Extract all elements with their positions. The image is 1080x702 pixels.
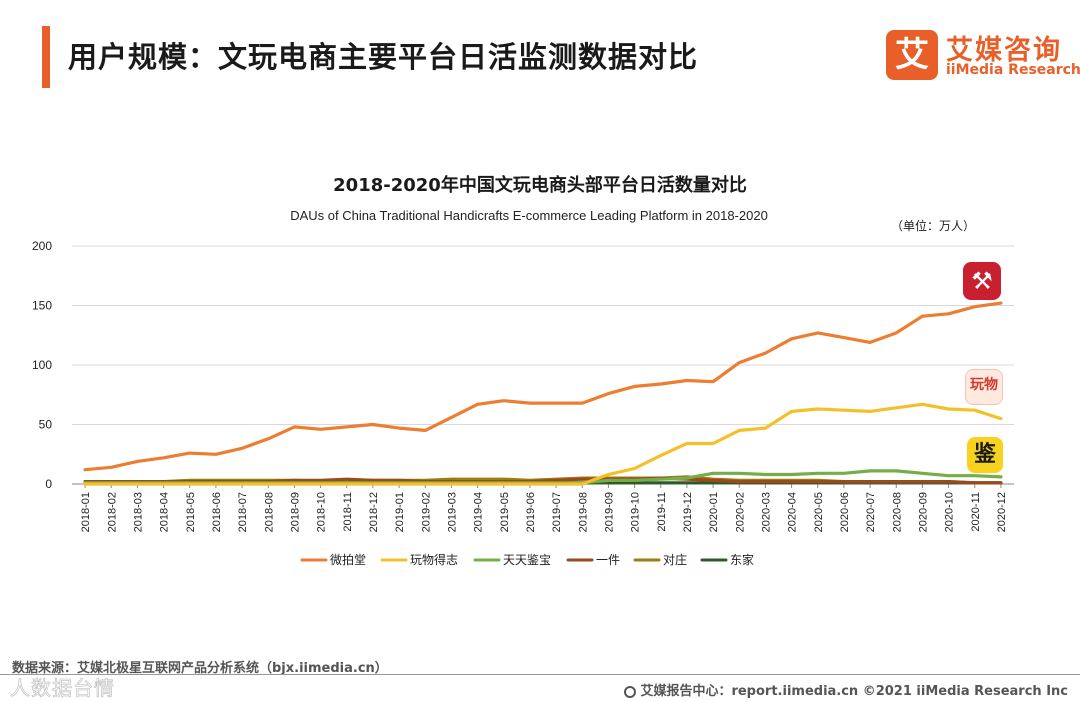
y-tick-label: 50 — [39, 418, 53, 432]
wanwu-text-icon: 玩物 — [970, 377, 998, 393]
weipaitang-logo-icon: ⚒ — [963, 262, 1001, 300]
watermark: 人数据台情 — [10, 676, 115, 701]
x-tick-label: 2019-09 — [603, 492, 615, 532]
page-title: 用户规模：文玩电商主要平台日活监测数据对比 — [68, 40, 699, 74]
tiantianjianbao-logo-icon: 鉴 — [967, 437, 1003, 473]
x-tick-label: 2019-02 — [420, 492, 432, 532]
legend-item: 一件 — [566, 553, 620, 567]
x-tick-label: 2019-11 — [656, 492, 668, 532]
legend-item: 微拍堂 — [300, 552, 366, 567]
footer-report: 艾媒报告中心：report.iimedia.cn ©2021 iiMedia R… — [624, 680, 1068, 699]
unit-label: （单位：万人） — [891, 218, 975, 233]
x-tick-label: 2020-11 — [970, 492, 982, 532]
y-tick-label: 200 — [32, 239, 52, 253]
brand-block: 艾 艾媒咨询 iiMedia Research — [886, 28, 1080, 84]
x-tick-label: 2020-09 — [917, 492, 929, 532]
globe-icon — [624, 686, 637, 698]
x-tick-label: 2018-11 — [342, 492, 354, 532]
legend-label: 玩物得志 — [410, 552, 458, 567]
legend-label: 微拍堂 — [330, 552, 366, 567]
x-tick-label: 2018-09 — [289, 492, 301, 532]
legend-item: 玩物得志 — [380, 552, 458, 567]
y-tick-label: 100 — [32, 358, 52, 372]
x-tick-label: 2018-10 — [316, 492, 328, 532]
chart-subtitle: DAUs of China Traditional Handicrafts E-… — [290, 208, 768, 223]
legend-item: 天天鉴宝 — [473, 553, 551, 567]
y-tick-label: 0 — [45, 477, 52, 491]
x-tick-label: 2020-01 — [708, 492, 720, 532]
x-tick-label: 2020-05 — [813, 492, 825, 532]
x-tick-label: 2020-10 — [944, 492, 956, 532]
x-tick-label: 2018-03 — [132, 492, 144, 532]
y-tick-label: 150 — [32, 299, 52, 313]
x-tick-label: 2019-04 — [473, 492, 485, 532]
series-layer — [83, 301, 1003, 486]
series-line-玩物得志 — [83, 402, 1003, 486]
title-accent-bar — [42, 26, 50, 88]
x-tick-label: 2018-08 — [263, 492, 275, 532]
x-tick-label: 2020-06 — [839, 492, 851, 532]
footer-report-text: 艾媒报告中心：report.iimedia.cn ©2021 iiMedia R… — [640, 684, 1068, 699]
legend-item: 东家 — [700, 552, 754, 567]
legend-label: 一件 — [596, 553, 620, 567]
jian-char-icon: 鉴 — [973, 442, 996, 467]
x-tick-label: 2018-04 — [159, 492, 171, 532]
x-tick-label: 2020-08 — [891, 492, 903, 532]
x-tick-label: 2018-02 — [106, 492, 118, 532]
brand-name-en: iiMedia Research — [946, 62, 1080, 78]
x-tick-label: 2019-01 — [394, 492, 406, 532]
chart-title: 2018-2020年中国文玩电商头部平台日活数量对比 — [333, 174, 747, 196]
x-tick-label: 2019-03 — [446, 492, 458, 532]
x-tick-label: 2018-07 — [237, 492, 249, 532]
footer-divider — [0, 674, 1080, 675]
x-tick-label: 2018-12 — [368, 492, 380, 532]
series-line-微拍堂 — [83, 301, 1003, 472]
brand-name-cn: 艾媒咨询 — [946, 35, 1062, 66]
x-tick-label: 2018-06 — [211, 492, 223, 532]
x-axis: 2018-01 2018-02 2018-03 2018-04 2018-05 2018-… — [80, 484, 1008, 532]
brand-logo-icon: 艾 — [886, 30, 938, 80]
legend-item: 对庄 — [633, 552, 687, 567]
legend-label: 天天鉴宝 — [503, 553, 551, 567]
line-chart: 2018-2020年中国文玩电商头部平台日活数量对比 DAUs of China… — [32, 174, 1014, 567]
x-tick-label: 2020-04 — [787, 492, 799, 532]
x-tick-label: 2019-10 — [630, 492, 642, 532]
y-axis: 0 50 100 150 200 — [32, 239, 52, 491]
grid-layer — [72, 245, 1014, 485]
x-tick-label: 2019-05 — [499, 492, 511, 532]
x-tick-label: 2020-12 — [996, 492, 1008, 532]
x-tick-label: 2019-08 — [577, 492, 589, 532]
x-tick-label: 2019-07 — [551, 492, 563, 532]
x-tick-label: 2020-07 — [865, 492, 877, 532]
data-source: 数据来源：艾媒北极星互联网产品分析系统（bjx.iimedia.cn） — [12, 661, 388, 676]
x-tick-label: 2020-03 — [760, 492, 772, 532]
legend-label: 对庄 — [663, 552, 687, 567]
x-tick-label: 2018-01 — [80, 492, 92, 532]
legend: 微拍堂 玩物得志 天天鉴宝 一件 对庄 东家 — [300, 552, 754, 567]
legend-label: 东家 — [730, 552, 754, 567]
wanwudezhi-logo-icon: 玩物 — [965, 369, 1003, 405]
x-tick-label: 2018-05 — [185, 492, 197, 532]
x-tick-label: 2019-12 — [682, 492, 694, 532]
x-tick-label: 2019-06 — [525, 492, 537, 532]
x-tick-label: 2020-02 — [734, 492, 746, 532]
gavel-icon: ⚒ — [971, 267, 993, 295]
